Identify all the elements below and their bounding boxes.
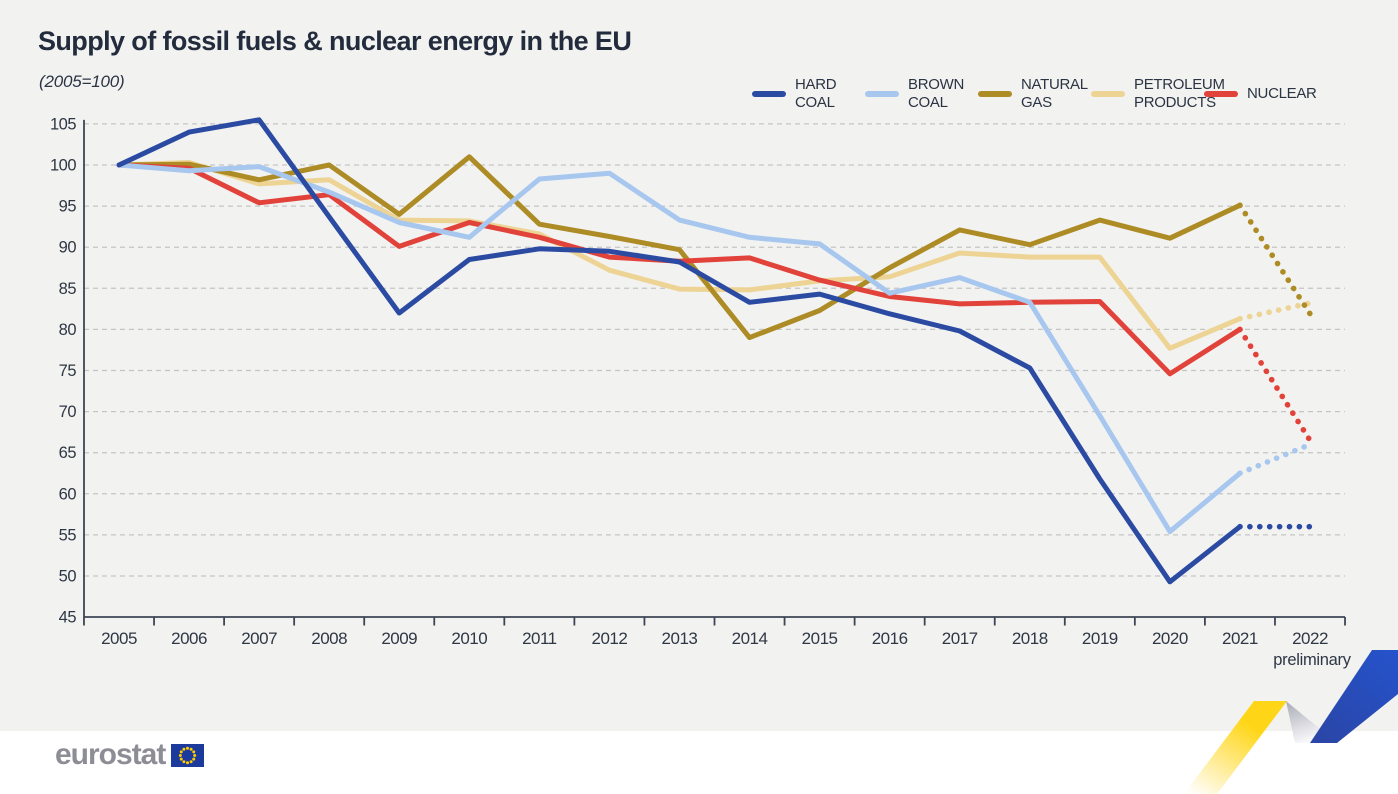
axis-lines	[83, 119, 1345, 618]
flag-star	[182, 747, 186, 751]
x-tick-label: 2006	[171, 629, 207, 648]
x-tick-label: 2015	[802, 629, 838, 648]
legend-swatch	[978, 91, 1012, 97]
legend-item-nuclear: NUCLEAR	[1204, 85, 1317, 103]
ribbon-blue-stripe	[1310, 650, 1398, 743]
legend-label: BROWN COAL	[908, 76, 964, 111]
legend-item-natural-gas: NATURAL GAS	[978, 76, 1091, 112]
y-tick-label: 65	[59, 444, 77, 462]
decorative-ribbon	[1184, 650, 1398, 794]
x-tick-label: 2020	[1152, 629, 1188, 648]
flag-star	[192, 757, 196, 761]
footer-strip	[0, 731, 1398, 794]
x-tick-label: 2013	[662, 629, 698, 648]
legend-swatch	[752, 91, 786, 97]
legend-label: PETROLEUM PRODUCTS	[1134, 76, 1225, 111]
x-tick-label: 2010	[451, 629, 487, 648]
series-line-petroleum-products	[116, 160, 1243, 351]
series-dotted-preliminary-natural-gas	[1237, 202, 1313, 317]
legend-item-brown-coal: BROWN COAL	[865, 76, 978, 112]
flag-star	[182, 759, 186, 763]
x-tick-label: 2008	[311, 629, 347, 648]
x-preliminary-note: preliminary	[1273, 651, 1351, 669]
x-tick-label: 2016	[872, 629, 908, 648]
series-line-natural-gas	[116, 154, 1243, 341]
legend-swatch	[1091, 91, 1125, 97]
x-tick-label: 2021	[1222, 629, 1258, 648]
flag-star	[186, 760, 190, 764]
legend-label: NUCLEAR	[1247, 85, 1317, 102]
x-tick-label: 2018	[1012, 629, 1048, 648]
legend-item-hard-coal: HARD COAL	[752, 76, 865, 112]
series-line-hard-coal	[116, 117, 1243, 585]
y-tick-label: 70	[59, 403, 77, 421]
series-dotted-preliminary-nuclear	[1237, 326, 1313, 444]
ribbon-yellow-stripe	[1184, 701, 1287, 794]
x-tick-label: 2014	[732, 629, 768, 648]
x-tick-label: 2012	[591, 629, 627, 648]
chart-legend: HARD COAL BROWN COAL NATURAL GAS PETROLEUM …	[752, 76, 1317, 112]
flag-star	[189, 747, 193, 751]
x-tick-label: 2009	[381, 629, 417, 648]
y-tick-label: 45	[59, 609, 77, 627]
flag-star	[180, 749, 184, 753]
flag-star	[180, 757, 184, 761]
flag-star	[192, 749, 196, 753]
eu-flag-icon	[171, 743, 205, 767]
x-tick-label: 2011	[522, 629, 557, 648]
y-tick-label: 75	[59, 362, 77, 380]
y-tick-label: 95	[59, 198, 77, 216]
y-tick-label: 60	[59, 485, 77, 503]
eurostat-logo-text: eurostat	[55, 738, 166, 771]
x-tick-label: 2022	[1292, 629, 1328, 648]
flag-star	[186, 746, 190, 750]
y-tick-label: 50	[59, 568, 77, 586]
flag-star	[193, 753, 197, 757]
series-line-brown-coal	[116, 162, 1243, 535]
flag-star	[179, 753, 183, 757]
y-tick-label: 100	[50, 157, 76, 175]
y-tick-label: 55	[59, 526, 77, 544]
line-chart: 105 100 95 90 85 80 75 70 65 60 55 50 45 2005 2006 2007…	[50, 115, 1352, 669]
flag-star	[189, 759, 193, 763]
chart-subtitle: (2005=100)	[39, 72, 125, 91]
x-tick-label: 2007	[241, 629, 277, 648]
legend-swatch	[865, 91, 899, 97]
series-dotted-preliminary-brown-coal	[1237, 441, 1313, 477]
x-tick-label: 2019	[1082, 629, 1118, 648]
x-tick-label: 2017	[942, 629, 978, 648]
eurostat-logo: eurostat	[55, 738, 205, 772]
legend-item-petroleum-products: PETROLEUM PRODUCTS	[1091, 76, 1225, 112]
x-tick-label: 2005	[101, 629, 137, 648]
y-tick-label: 80	[59, 321, 77, 339]
series-dotted-preliminary-petroleum-products	[1237, 300, 1313, 322]
y-tick-label: 85	[59, 280, 77, 298]
y-tick-label: 90	[59, 239, 77, 257]
legend-label: HARD COAL	[795, 76, 837, 111]
legend-swatch	[1204, 91, 1238, 97]
chart-title: Supply of fossil fuels & nuclear energy …	[38, 26, 632, 56]
legend-label: NATURAL GAS	[1021, 76, 1088, 111]
y-tick-label: 105	[50, 115, 76, 133]
series-line-nuclear	[116, 162, 1243, 377]
